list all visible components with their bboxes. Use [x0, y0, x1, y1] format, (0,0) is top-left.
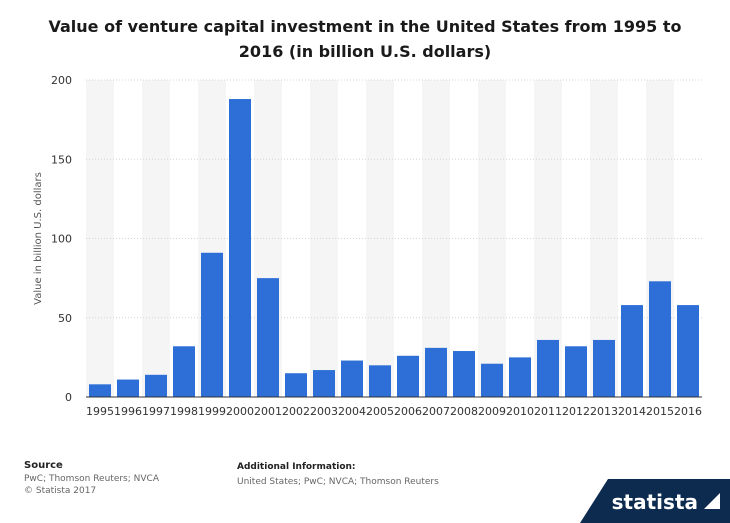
x-tick-label: 2014 — [618, 405, 646, 418]
x-tick-label: 1997 — [142, 405, 170, 418]
x-tick-label: 2016 — [674, 405, 702, 418]
copyright-text: © Statista 2017 — [24, 486, 97, 496]
bar[interactable] — [593, 339, 615, 397]
x-tick-label: 1998 — [170, 405, 198, 418]
x-tick-label: 2006 — [394, 405, 422, 418]
y-tick-label: 0 — [65, 391, 72, 404]
x-tick-label: 2009 — [478, 405, 506, 418]
x-tick-label: 2001 — [254, 405, 282, 418]
source-text: PwC; Thomson Reuters; NVCA — [24, 474, 159, 484]
column-band — [86, 80, 114, 397]
brand-name: statista — [611, 490, 698, 514]
x-tick-label: 2010 — [506, 405, 534, 418]
bar[interactable] — [117, 379, 139, 397]
bar[interactable] — [677, 305, 699, 397]
x-tick-label: 2008 — [450, 405, 478, 418]
bar[interactable] — [509, 357, 531, 397]
bar[interactable] — [649, 281, 671, 397]
bar[interactable] — [537, 339, 559, 397]
y-tick-label: 200 — [51, 74, 72, 87]
x-tick-label: 2002 — [282, 405, 310, 418]
y-axis-label: Value in billion U.S. dollars — [33, 172, 44, 305]
bar-chart: 0 50 100 150 200 1995 1996 1997 1998 1999 2000 2001… — [33, 74, 702, 418]
source-heading: Source — [24, 460, 63, 471]
bar[interactable] — [285, 373, 307, 397]
additional-info-text: United States; PwC; NVCA; Thomson Reuter… — [237, 477, 439, 487]
bar[interactable] — [173, 346, 195, 397]
x-tick-label: 1999 — [198, 405, 226, 418]
x-tick-label: 2004 — [338, 405, 366, 418]
bar[interactable] — [369, 365, 391, 397]
x-tick-label: 2013 — [590, 405, 618, 418]
y-tick-label: 150 — [51, 153, 72, 166]
bar[interactable] — [257, 278, 279, 397]
x-tick-label: 2005 — [366, 405, 394, 418]
x-tick-label: 2007 — [422, 405, 450, 418]
bar[interactable] — [425, 347, 447, 397]
bar[interactable] — [397, 355, 419, 397]
bar[interactable] — [201, 252, 223, 397]
brand-background — [580, 479, 730, 523]
bar[interactable] — [453, 351, 475, 397]
bar[interactable] — [341, 360, 363, 397]
bar[interactable] — [621, 305, 643, 397]
column-band — [422, 80, 450, 397]
x-tick-label: 2011 — [534, 405, 562, 418]
x-tick-label: 1996 — [114, 405, 142, 418]
bar[interactable] — [229, 99, 251, 398]
y-tick-label: 100 — [51, 233, 72, 246]
x-tick-label: 2000 — [226, 405, 254, 418]
additional-info-heading: Additional Information: — [237, 462, 356, 472]
x-tick-label: 1995 — [86, 405, 114, 418]
bar[interactable] — [565, 346, 587, 397]
bar[interactable] — [313, 370, 335, 397]
bar[interactable] — [89, 384, 111, 397]
bar[interactable] — [481, 363, 503, 397]
x-tick-label: 2003 — [310, 405, 338, 418]
chart-title: Value of venture capital investment in t… — [48, 17, 682, 61]
x-tick-label: 2012 — [562, 405, 590, 418]
statista-brand[interactable]: statista — [570, 479, 730, 523]
y-tick-label: 50 — [58, 312, 72, 325]
x-tick-label: 2015 — [646, 405, 674, 418]
bar[interactable] — [145, 374, 167, 397]
